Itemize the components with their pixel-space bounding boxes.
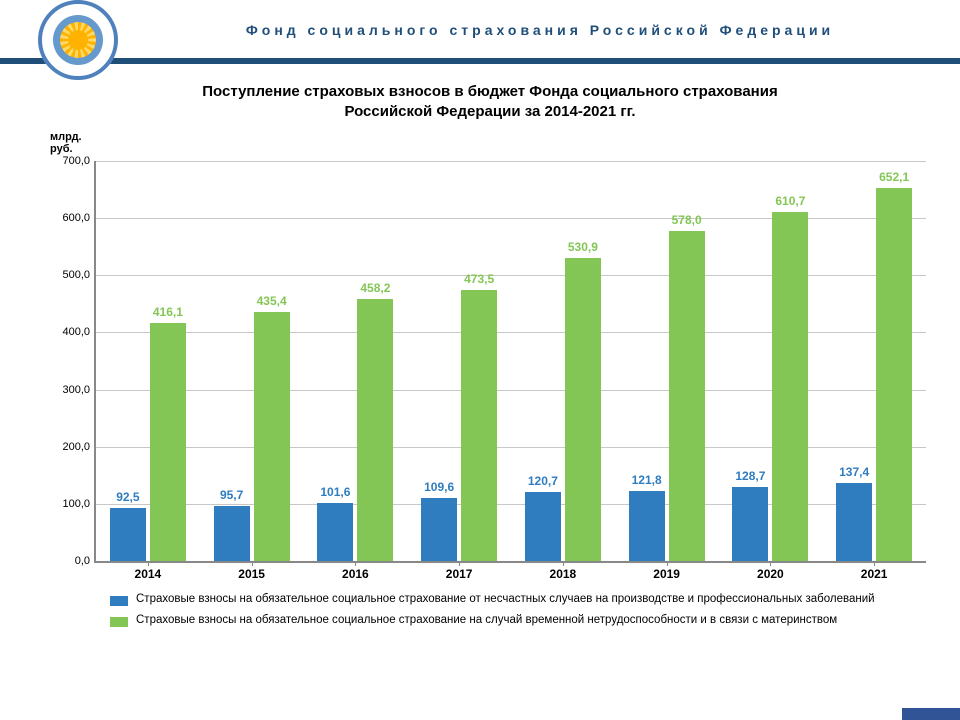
chart-title-line1: Поступление страховых взносов в бюджет Ф… <box>202 83 777 100</box>
bar-value-label: 435,4 <box>257 294 287 308</box>
bar-maternity: 473,5 <box>461 290 497 561</box>
x-tick-mark <box>459 561 460 566</box>
bar-maternity: 458,2 <box>357 299 393 561</box>
bar-value-label: 121,8 <box>632 473 662 487</box>
bar-group: 128,7610,7 <box>732 212 808 561</box>
bar-accidents: 101,6 <box>317 503 353 561</box>
y-tick-label: 400,0 <box>62 326 90 338</box>
y-tick-label: 700,0 <box>62 155 90 167</box>
bar-maternity: 652,1 <box>876 188 912 561</box>
x-tick-mark <box>667 561 668 566</box>
chart-container: Поступление страховых взносов в бюджет Ф… <box>50 82 930 642</box>
bar-maternity: 578,0 <box>669 231 705 561</box>
legend-label-accidents: Страховые взносы на обязательное социаль… <box>136 593 875 605</box>
bar-value-label: 137,4 <box>839 465 869 479</box>
bar-value-label: 578,0 <box>672 213 702 227</box>
bar-value-label: 128,7 <box>735 469 765 483</box>
bar-value-label: 101,6 <box>320 485 350 499</box>
x-tick-mark <box>355 561 356 566</box>
bar-group: 101,6458,2 <box>317 299 393 561</box>
x-tick-label: 2016 <box>342 567 369 581</box>
bar-value-label: 416,1 <box>153 305 183 319</box>
x-tick-mark <box>148 561 149 566</box>
plot-area: 0,0100,0200,0300,0400,0500,0600,0700,092… <box>94 161 926 563</box>
y-tick-label: 200,0 <box>62 441 90 453</box>
legend-swatch-accidents <box>110 596 128 606</box>
x-tick-label: 2017 <box>446 567 473 581</box>
legend-swatch-maternity <box>110 617 128 627</box>
y-tick-label: 600,0 <box>62 212 90 224</box>
bar-group: 92,5416,1 <box>110 323 186 561</box>
y-tick-label: 100,0 <box>62 498 90 510</box>
bar-value-label: 109,6 <box>424 480 454 494</box>
bar-accidents: 120,7 <box>525 492 561 561</box>
bar-value-label: 610,7 <box>775 194 805 208</box>
y-tick-label: 300,0 <box>62 384 90 396</box>
x-tick-label: 2019 <box>653 567 680 581</box>
y-tick-label: 500,0 <box>62 269 90 281</box>
chart-title-line2: Российской Федерации за 2014-2021 гг. <box>344 103 635 120</box>
bar-value-label: 120,7 <box>528 474 558 488</box>
x-tick-label: 2015 <box>238 567 265 581</box>
fss-logo <box>38 0 118 80</box>
bar-value-label: 530,9 <box>568 240 598 254</box>
bar-accidents: 95,7 <box>214 506 250 561</box>
bar-group: 109,6473,5 <box>421 290 497 561</box>
x-tick-label: 2020 <box>757 567 784 581</box>
bar-group: 120,7530,9 <box>525 258 601 561</box>
x-tick-mark <box>874 561 875 566</box>
x-tick-label: 2014 <box>135 567 162 581</box>
bar-accidents: 121,8 <box>629 491 665 561</box>
bar-maternity: 435,4 <box>254 312 290 561</box>
bar-value-label: 458,2 <box>360 281 390 295</box>
bar-value-label: 473,5 <box>464 272 494 286</box>
page-header: Фонд социального страхования Российской … <box>0 0 960 54</box>
x-tick-label: 2021 <box>861 567 888 581</box>
x-tick-mark <box>563 561 564 566</box>
bar-value-label: 652,1 <box>879 170 909 184</box>
bar-accidents: 137,4 <box>836 483 872 562</box>
bar-value-label: 95,7 <box>220 488 243 502</box>
x-tick-label: 2018 <box>550 567 577 581</box>
legend: Страховые взносы на обязательное социаль… <box>110 593 930 627</box>
bar-maternity: 530,9 <box>565 258 601 561</box>
x-tick-mark <box>252 561 253 566</box>
bar-maternity: 416,1 <box>150 323 186 561</box>
legend-label-maternity: Страховые взносы на обязательное социаль… <box>136 614 837 626</box>
bar-accidents: 128,7 <box>732 487 768 561</box>
bar-group: 95,7435,4 <box>214 312 290 561</box>
bar-maternity: 610,7 <box>772 212 808 561</box>
x-tick-mark <box>770 561 771 566</box>
chart-title: Поступление страховых взносов в бюджет Ф… <box>50 82 930 121</box>
org-title: Фонд социального страхования Российской … <box>150 22 930 38</box>
bar-accidents: 92,5 <box>110 508 146 561</box>
bar-value-label: 92,5 <box>116 490 139 504</box>
bar-accidents: 109,6 <box>421 498 457 561</box>
bar-group: 121,8578,0 <box>629 231 705 561</box>
y-axis-label: млрд. руб. <box>50 131 94 155</box>
corner-accent <box>902 708 960 720</box>
gridline <box>96 161 926 162</box>
bar-group: 137,4652,1 <box>836 188 912 561</box>
legend-item-accidents: Страховые взносы на обязательное социаль… <box>110 593 910 606</box>
y-tick-label: 0,0 <box>75 555 90 567</box>
header-rule <box>0 58 960 64</box>
legend-item-maternity: Страховые взносы на обязательное социаль… <box>110 614 910 627</box>
